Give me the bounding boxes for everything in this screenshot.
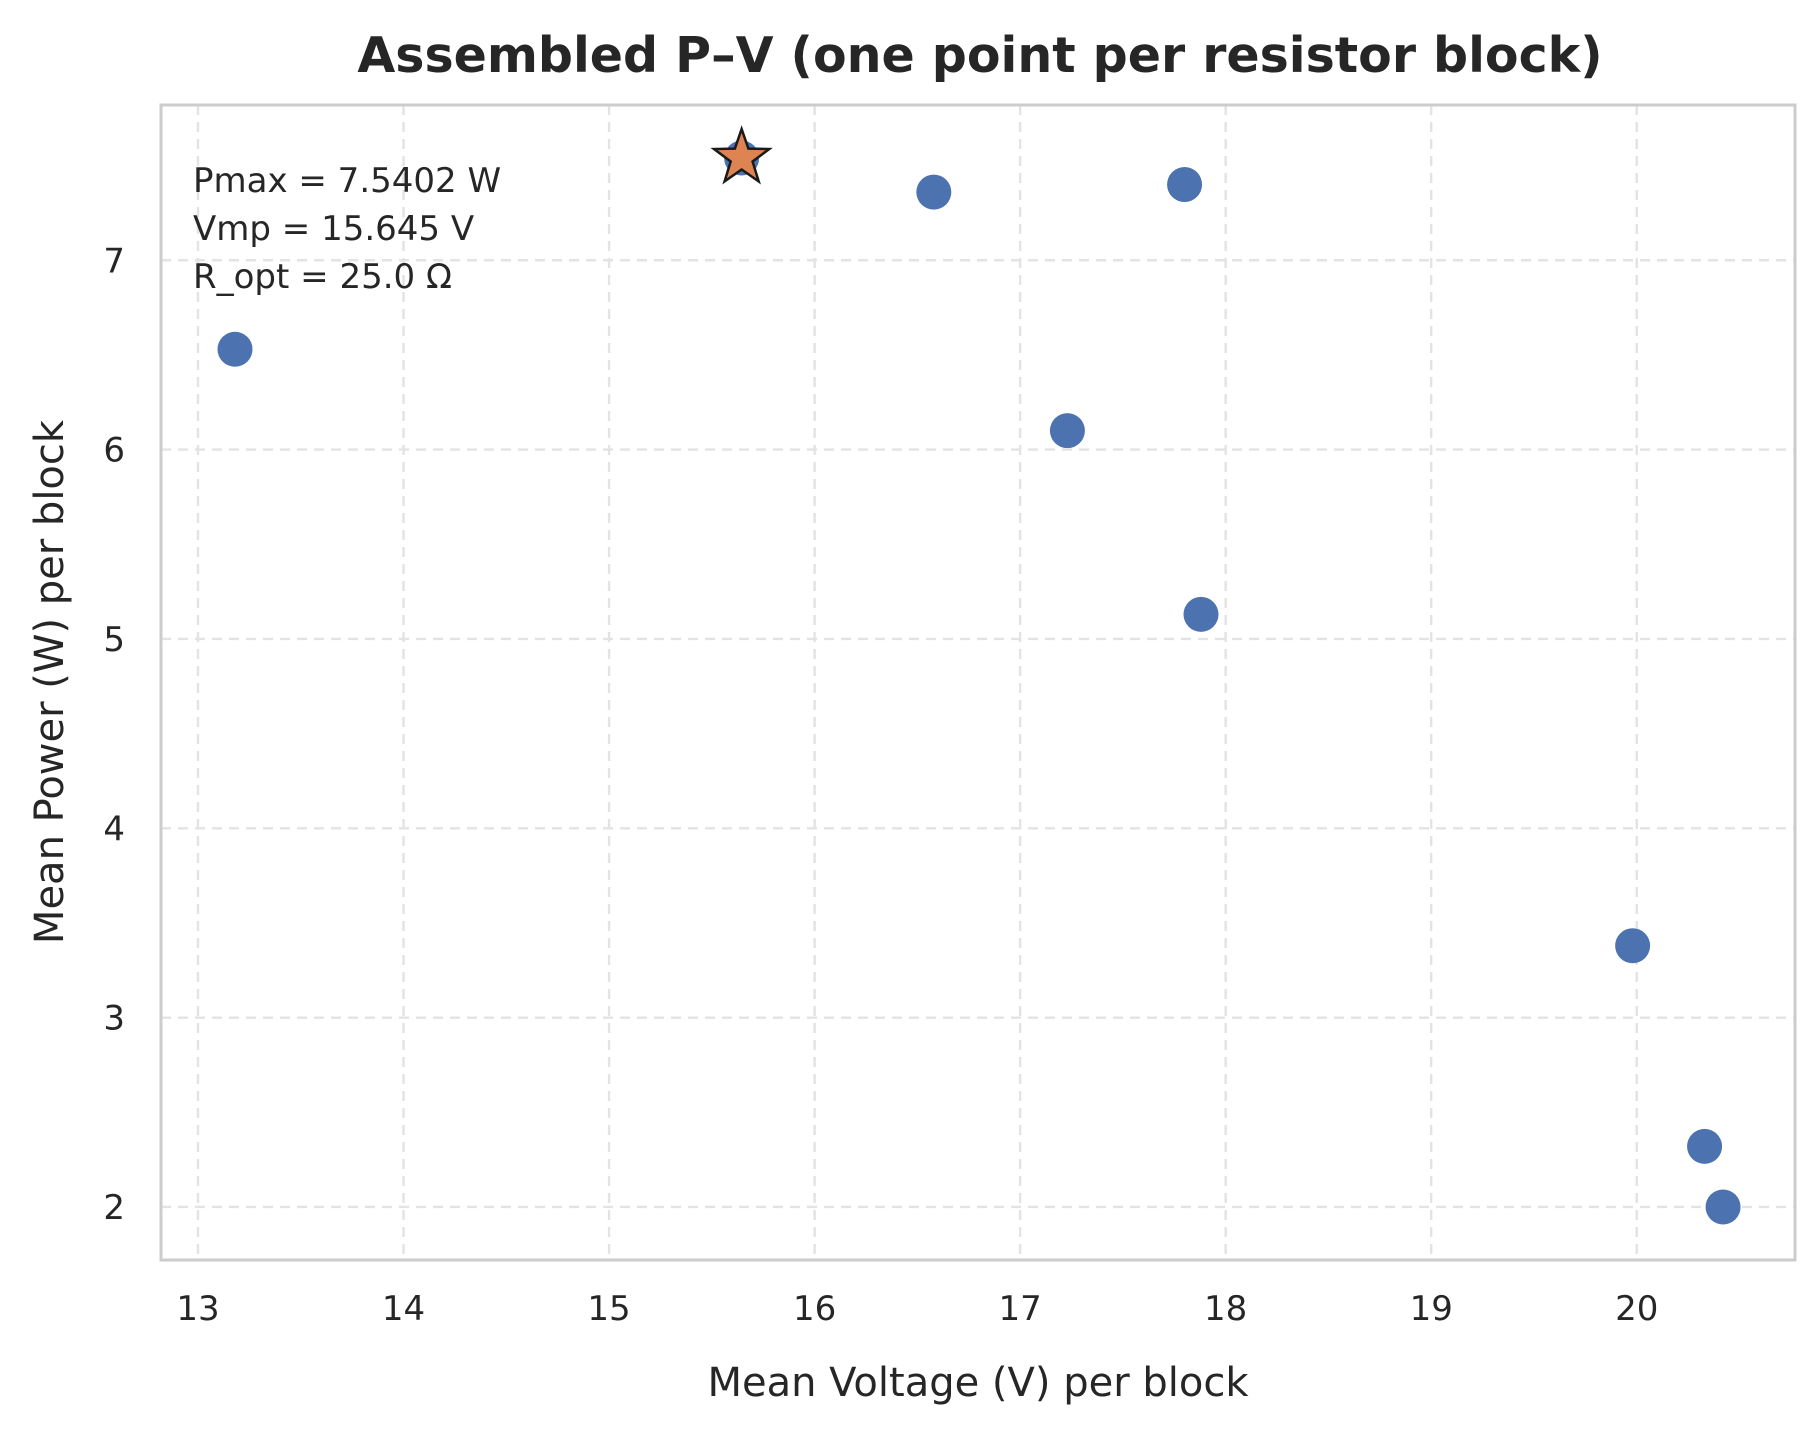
max-power-star-marker bbox=[710, 125, 773, 185]
chart-title: Assembled P–V (one point per resistor bl… bbox=[357, 27, 1602, 84]
x-tick-label: 16 bbox=[793, 1289, 836, 1329]
y-tick-label: 6 bbox=[103, 431, 125, 471]
data-point bbox=[1183, 596, 1219, 632]
y-axis-label: Mean Power (W) per block bbox=[27, 419, 73, 944]
x-tick-label: 14 bbox=[382, 1289, 425, 1329]
y-tick-labels: 2 3 4 5 6 7 bbox=[103, 241, 125, 1228]
data-point bbox=[1705, 1189, 1741, 1225]
x-tick-label: 19 bbox=[1410, 1289, 1453, 1329]
x-tick-labels: 13 14 15 16 17 18 19 20 bbox=[176, 1289, 1658, 1329]
grid-lines bbox=[161, 105, 1795, 1260]
annotation-pmax: Pmax = 7.5402 W bbox=[193, 161, 501, 201]
x-tick-label: 13 bbox=[176, 1289, 219, 1329]
y-tick-label: 5 bbox=[103, 620, 125, 660]
data-point bbox=[916, 174, 952, 210]
annotation-box: Pmax = 7.5402 W Vmp = 15.645 V R_opt = 2… bbox=[193, 161, 501, 297]
x-tick-label: 18 bbox=[1204, 1289, 1247, 1329]
y-tick-label: 2 bbox=[103, 1188, 125, 1228]
data-point bbox=[1615, 928, 1651, 964]
data-point bbox=[1049, 413, 1085, 449]
data-point bbox=[1687, 1128, 1723, 1164]
annotation-vmp: Vmp = 15.645 V bbox=[193, 209, 474, 249]
x-tick-label: 20 bbox=[1615, 1289, 1658, 1329]
plot-frame bbox=[159, 103, 1797, 1262]
data-point bbox=[217, 331, 253, 367]
max-power-marker-group bbox=[710, 125, 773, 185]
data-points bbox=[217, 140, 1741, 1225]
y-tick-label: 4 bbox=[103, 809, 125, 849]
x-tick-label: 15 bbox=[587, 1289, 630, 1329]
data-point bbox=[1167, 167, 1203, 203]
x-tick-label: 17 bbox=[999, 1289, 1042, 1329]
y-tick-label: 7 bbox=[103, 241, 125, 281]
x-axis-label: Mean Voltage (V) per block bbox=[707, 1360, 1249, 1406]
y-tick-label: 3 bbox=[103, 999, 125, 1039]
annotation-ropt: R_opt = 25.0 Ω bbox=[193, 257, 452, 297]
